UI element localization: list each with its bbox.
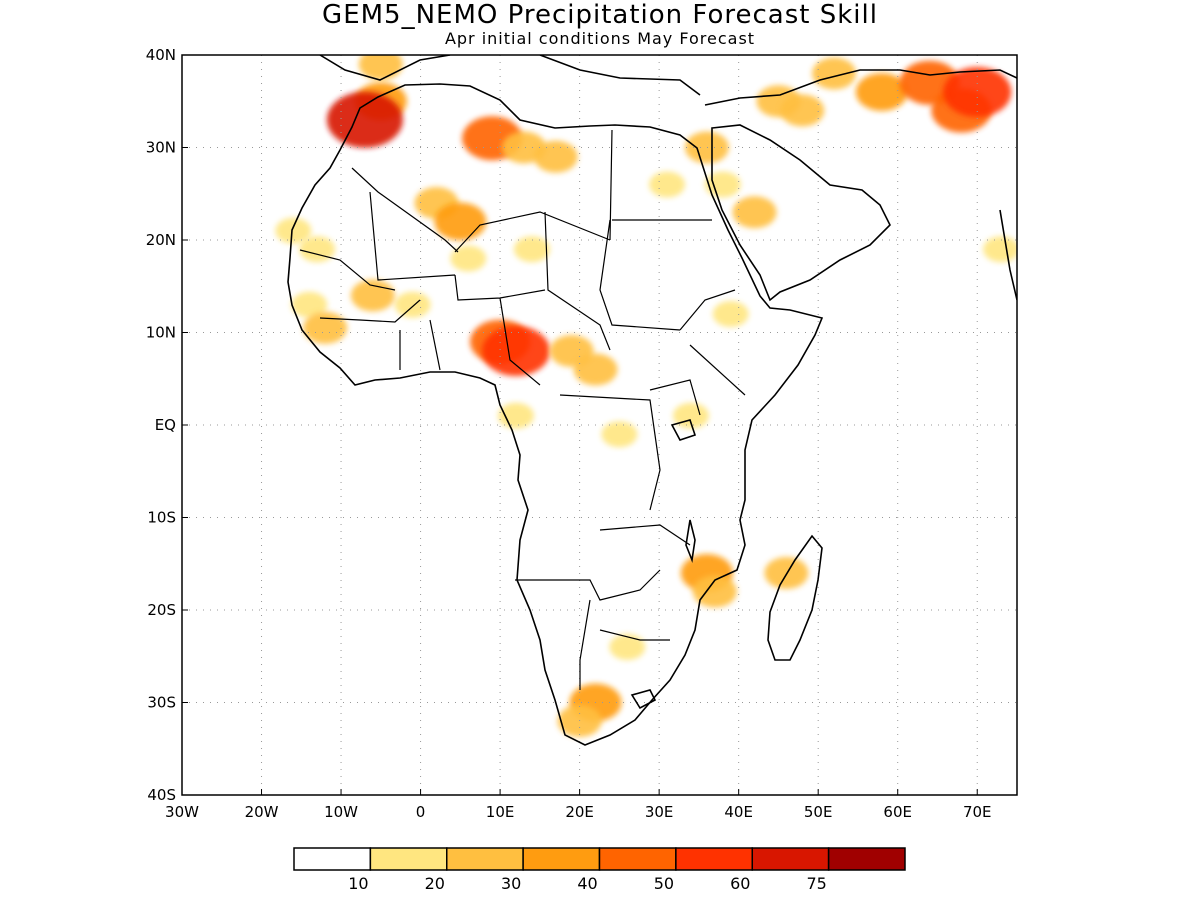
- africa-coastline: [287, 83, 824, 746]
- x-tick-label-9: 60E: [883, 803, 912, 821]
- x-tick-label-3: 0: [416, 803, 426, 821]
- skill-patch-27: [780, 94, 825, 127]
- colorbar: 10 20 30 40 50 60 75: [293, 847, 906, 893]
- skill-patch-11: [450, 245, 487, 272]
- skill-patch-41: [704, 171, 741, 198]
- x-tick-label-0: 30W: [165, 803, 199, 821]
- colorbar-swatch-2: [446, 847, 524, 871]
- x-tick-label-10: 70E: [963, 803, 992, 821]
- coastline-outline: [287, 55, 1017, 746]
- y-tick-label-8: 40S: [147, 786, 176, 804]
- arabia-outline: [711, 124, 891, 302]
- colorbar-swatch-5: [675, 847, 753, 871]
- skill-patch-31: [943, 67, 1012, 117]
- skill-patch-16: [482, 326, 550, 376]
- map-subtitle: Apr initial conditions May Forecast: [444, 29, 756, 48]
- colorbar-label-0: 10: [348, 874, 368, 893]
- skill-patch-28: [855, 73, 908, 111]
- skill-patch-9: [394, 291, 431, 318]
- skill-patch-34: [692, 575, 737, 608]
- colorbar-label-5: 60: [730, 874, 750, 893]
- skill-patch-24: [732, 196, 777, 229]
- skill-patch-35: [609, 634, 646, 660]
- x-tick-label-2: 10W: [324, 803, 358, 821]
- colorbar-label-1: 20: [425, 874, 445, 893]
- skill-patch-1: [299, 236, 336, 263]
- skill-patch-17: [513, 236, 550, 263]
- skill-fill-layer: [275, 55, 1017, 737]
- lake-victoria: [670, 419, 697, 441]
- skill-patch-19: [573, 353, 618, 386]
- y-tick-label-1: 30N: [146, 139, 176, 157]
- x-tick-label-5: 20E: [565, 803, 594, 821]
- skill-patch-10: [350, 279, 395, 312]
- madagascar-outline: [767, 534, 823, 661]
- colorbar-label-3: 40: [577, 874, 597, 893]
- lesotho: [630, 689, 657, 710]
- map-title: GEM5_NEMO Precipitation Forecast Skill: [322, 0, 878, 30]
- x-tick-label-7: 40E: [724, 803, 753, 821]
- skill-patch-39: [983, 236, 1017, 263]
- x-tick-label-1: 20W: [245, 803, 279, 821]
- y-tick-label-0: 40N: [146, 46, 176, 64]
- skill-patch-40: [649, 171, 686, 198]
- skill-patch-5: [326, 91, 403, 148]
- x-tick-label-4: 10E: [486, 803, 515, 821]
- y-tick-label-2: 20N: [146, 231, 176, 249]
- india-coast: [999, 209, 1017, 301]
- colorbar-label-2: 30: [501, 874, 521, 893]
- colorbar-label-6: 75: [806, 874, 826, 893]
- colorbar-swatch-1: [369, 847, 448, 871]
- x-tick-label-8: 50E: [804, 803, 833, 821]
- skill-patch-3: [303, 311, 348, 344]
- skill-patch-20: [498, 402, 534, 429]
- skill-patch-0: [275, 217, 312, 244]
- med-coast: [539, 55, 701, 96]
- y-tick-label-7: 30S: [147, 694, 176, 712]
- lake-malawi: [685, 519, 696, 564]
- y-tick-label-6: 20S: [147, 601, 176, 619]
- skill-patch-8: [434, 202, 487, 241]
- y-tick-label-4: EQ: [155, 416, 176, 434]
- colorbar-swatch-7: [827, 847, 906, 871]
- y-tick-label-3: 10N: [146, 324, 176, 342]
- skill-patch-14: [533, 140, 578, 173]
- country-borders: [299, 129, 746, 690]
- x-tick-label-6: 30E: [645, 803, 674, 821]
- skill-patch-25: [684, 131, 729, 164]
- colorbar-swatch-6: [751, 847, 830, 871]
- asia-outline: [704, 69, 1017, 106]
- colorbar-label-4: 50: [654, 874, 674, 893]
- axis-ticks: 30W 20W 10W 0 10E 20E 30E 40E 50E 60E 70E 40N 30N 20N…: [146, 46, 992, 821]
- skill-patch-2: [291, 291, 328, 318]
- skill-patch-23: [712, 301, 749, 327]
- colorbar-swatch-3: [522, 847, 601, 871]
- y-tick-label-5: 10S: [147, 509, 176, 527]
- colorbar-swatch-4: [598, 847, 677, 871]
- europe-coast: [319, 55, 451, 81]
- skill-patch-21: [601, 421, 638, 448]
- colorbar-swatch-0: [293, 847, 372, 871]
- skill-patch-32: [812, 57, 857, 90]
